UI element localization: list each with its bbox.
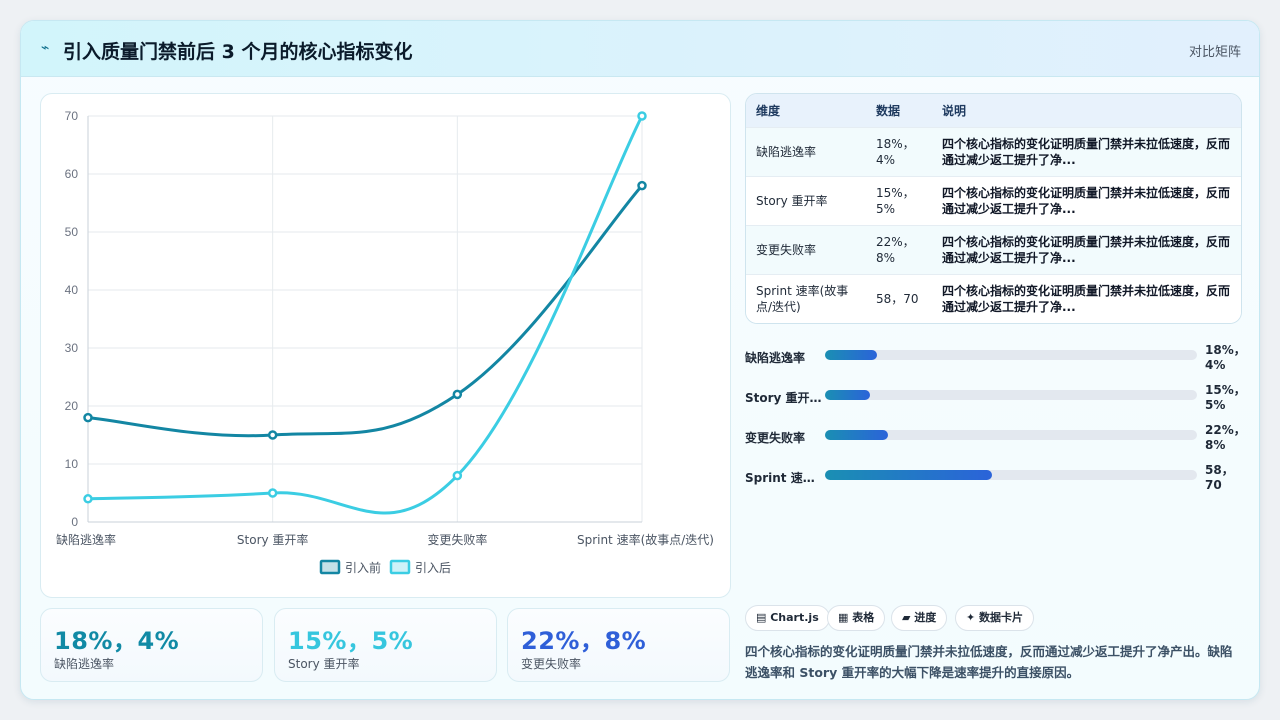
progress-track bbox=[825, 350, 1197, 360]
progress-fill bbox=[825, 430, 889, 440]
data-point bbox=[637, 111, 647, 121]
chip-data-cards[interactable]: ✦ 数据卡片 bbox=[955, 605, 1035, 631]
kpi-value: 15%，5% bbox=[288, 627, 414, 655]
legend-swatch bbox=[319, 559, 341, 575]
cell-data: 15%，5% bbox=[876, 185, 915, 216]
x-tick-label: Story 重开率 bbox=[237, 532, 309, 547]
cell-description: 四个核心指标的变化证明质量门禁并未拉低速度，反而通过减少返工提升了净... bbox=[942, 185, 1231, 216]
progress-row: Story 重开… 15%，5% bbox=[745, 383, 1246, 423]
y-tick-label: 60 bbox=[65, 167, 79, 181]
progress-track bbox=[825, 390, 1197, 400]
progress-icon: ▰ bbox=[902, 611, 915, 624]
data-point bbox=[267, 430, 278, 440]
table-header-row: 维度 数据 说明 bbox=[746, 94, 1241, 127]
chip-chartjs[interactable]: ▤ Chart.js bbox=[745, 605, 830, 631]
x-tick-label: Sprint 速率(故事点/迭代) bbox=[577, 532, 714, 547]
chip-table[interactable]: ▦ 表格 bbox=[827, 605, 886, 631]
data-point bbox=[452, 470, 463, 481]
progress-value: 15%，5% bbox=[1205, 383, 1246, 412]
y-tick-label: 10 bbox=[65, 457, 79, 471]
table-row: Sprint 速率(故事点/迭代) 58，70 四个核心指标的变化证明质量门禁并… bbox=[746, 274, 1241, 323]
progress-fill bbox=[825, 350, 878, 360]
progress-label: Sprint 速… bbox=[745, 471, 815, 485]
progress-row: Sprint 速… 58，70 bbox=[745, 463, 1242, 503]
cell-data: 58，70 bbox=[876, 291, 919, 306]
y-tick-label: 50 bbox=[65, 225, 79, 239]
y-tick-label: 40 bbox=[65, 283, 79, 297]
view-tag[interactable]: 对比矩阵 bbox=[1188, 45, 1241, 60]
cell-description: 四个核心指标的变化证明质量门禁并未拉低速度，反而通过减少返工提升了净... bbox=[942, 283, 1231, 314]
table-row: 变更失败率 22%，8% 四个核心指标的变化证明质量门禁并未拉低速度，反而通过减… bbox=[746, 225, 1241, 274]
cell-dimension: Sprint 速率(故事点/迭代) bbox=[756, 283, 849, 314]
progress-row: 缺陷逃逸率 18%，4% bbox=[745, 343, 1246, 383]
column-header-data: 数据 bbox=[876, 103, 901, 118]
data-point bbox=[267, 488, 278, 498]
kpi-label: 变更失败率 bbox=[521, 657, 582, 671]
chart-line-icon: ⌁ bbox=[41, 40, 50, 56]
legend-swatch bbox=[389, 559, 411, 575]
progress-fill bbox=[825, 390, 870, 400]
progress-track bbox=[825, 430, 1197, 440]
chart-icon: ▤ bbox=[756, 611, 771, 624]
kpi-label: 缺陷逃逸率 bbox=[54, 657, 115, 671]
chip-label: 进度 bbox=[914, 611, 937, 624]
cell-dimension: 变更失败率 bbox=[756, 242, 817, 257]
comparison-table: 维度 数据 说明 缺陷逃逸率 18%，4% 四个核心指标的变化证明质量门禁并未拉… bbox=[745, 93, 1242, 324]
spark-icon: ✦ bbox=[966, 611, 980, 624]
legend-label: 引入前 bbox=[345, 560, 381, 575]
chip-label: 数据卡片 bbox=[979, 611, 1024, 624]
progress-fill bbox=[825, 470, 993, 480]
y-tick-label: 30 bbox=[65, 341, 79, 355]
column-header-description: 说明 bbox=[942, 103, 967, 118]
data-point bbox=[83, 412, 93, 423]
cell-data: 22%，8% bbox=[876, 234, 915, 265]
x-tick-label: 变更失败率 bbox=[427, 532, 487, 547]
table-row: Story 重开率 15%，5% 四个核心指标的变化证明质量门禁并未拉低速度，反… bbox=[746, 176, 1241, 225]
x-tick-label: 缺陷逃逸率 bbox=[56, 532, 116, 547]
progress-label: 变更失败率 bbox=[745, 431, 806, 445]
page-title: 引入质量门禁前后 3 个月的核心指标变化 bbox=[63, 41, 413, 63]
chip-label: 表格 bbox=[852, 611, 875, 624]
table-row: 缺陷逃逸率 18%，4% 四个核心指标的变化证明质量门禁并未拉低速度，反而通过减… bbox=[746, 127, 1241, 176]
progress-track bbox=[825, 470, 1197, 480]
cell-description: 四个核心指标的变化证明质量门禁并未拉低速度，反而通过减少返工提升了净... bbox=[942, 234, 1231, 265]
kpi-value: 22%，8% bbox=[521, 627, 647, 655]
data-point bbox=[452, 389, 463, 400]
kpi-card-change-failure: 22%，8% 变更失败率 bbox=[507, 608, 730, 682]
table-icon: ▦ bbox=[838, 611, 853, 624]
series-line-before bbox=[87, 184, 644, 438]
chip-progress[interactable]: ▰ 进度 bbox=[891, 605, 948, 631]
chip-label: Chart.js bbox=[770, 611, 819, 624]
y-tick-label: 70 bbox=[65, 109, 79, 123]
y-tick-label: 20 bbox=[65, 399, 79, 413]
cell-dimension: 缺陷逃逸率 bbox=[756, 144, 817, 159]
dashboard-card: ⌁ 引入质量门禁前后 3 个月的核心指标变化 对比矩阵 0 10 20 30 40 50 6… bbox=[20, 20, 1260, 700]
progress-value: 22%，8% bbox=[1205, 423, 1246, 452]
data-point bbox=[637, 180, 647, 191]
kpi-card-defect-escape: 18%，4% 缺陷逃逸率 bbox=[40, 608, 263, 682]
column-header-dimension: 维度 bbox=[756, 103, 781, 118]
progress-label: 缺陷逃逸率 bbox=[745, 351, 806, 365]
data-point bbox=[83, 494, 93, 504]
kpi-value: 18%，4% bbox=[54, 627, 180, 655]
series-line-after bbox=[87, 115, 644, 515]
line-chart-panel: 0 10 20 30 40 50 60 70 缺陷逃逸率 Story 重开率 变更失败率 Sprint… bbox=[40, 93, 731, 598]
progress-row: 变更失败率 22%，8% bbox=[745, 423, 1246, 463]
progress-value: 18%，4% bbox=[1205, 343, 1246, 372]
summary-note: 四个核心指标的变化证明质量门禁并未拉低速度，反而通过减少返工提升了净产出。缺陷逃… bbox=[745, 644, 1233, 680]
line-chart: 0 10 20 30 40 50 60 70 缺陷逃逸率 Story 重开率 变更失败率 Sprint… bbox=[56, 109, 714, 575]
progress-value: 58，70 bbox=[1205, 463, 1234, 492]
y-tick-label: 0 bbox=[71, 515, 78, 529]
header: ⌁ 引入质量门禁前后 3 个月的核心指标变化 对比矩阵 bbox=[21, 21, 1259, 77]
legend-label: 引入后 bbox=[415, 561, 451, 575]
progress-label: Story 重开… bbox=[745, 391, 822, 405]
kpi-card-story-reopen: 15%，5% Story 重开率 bbox=[274, 608, 497, 682]
cell-dimension: Story 重开率 bbox=[756, 193, 828, 208]
cell-description: 四个核心指标的变化证明质量门禁并未拉低速度，反而通过减少返工提升了净... bbox=[942, 136, 1231, 167]
kpi-label: Story 重开率 bbox=[288, 657, 360, 671]
cell-data: 18%，4% bbox=[876, 136, 915, 167]
